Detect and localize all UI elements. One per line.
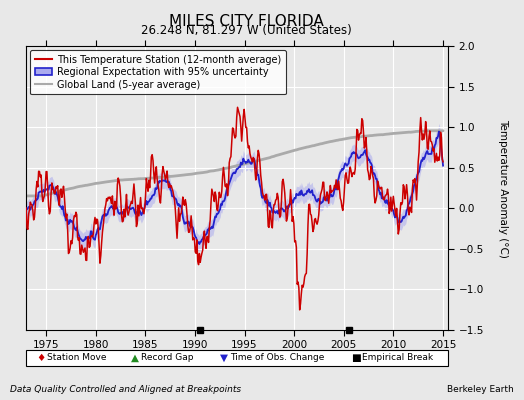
Text: 26.248 N, 81.297 W (United States): 26.248 N, 81.297 W (United States) [141,24,352,37]
Text: ♦: ♦ [37,353,46,363]
Text: MILES CITY FLORIDA: MILES CITY FLORIDA [169,14,324,29]
Text: ▼: ▼ [220,353,228,363]
Text: ▲: ▲ [131,353,139,363]
Text: Station Move: Station Move [47,354,107,362]
Legend: This Temperature Station (12-month average), Regional Expectation with 95% uncer: This Temperature Station (12-month avera… [30,50,287,94]
Text: Time of Obs. Change: Time of Obs. Change [231,354,325,362]
Text: Data Quality Controlled and Aligned at Breakpoints: Data Quality Controlled and Aligned at B… [10,385,242,394]
Text: Record Gap: Record Gap [141,354,194,362]
Y-axis label: Temperature Anomaly (°C): Temperature Anomaly (°C) [498,118,508,258]
Text: Berkeley Earth: Berkeley Earth [447,385,514,394]
Text: Empirical Break: Empirical Break [362,354,433,362]
Text: ■: ■ [351,353,361,363]
